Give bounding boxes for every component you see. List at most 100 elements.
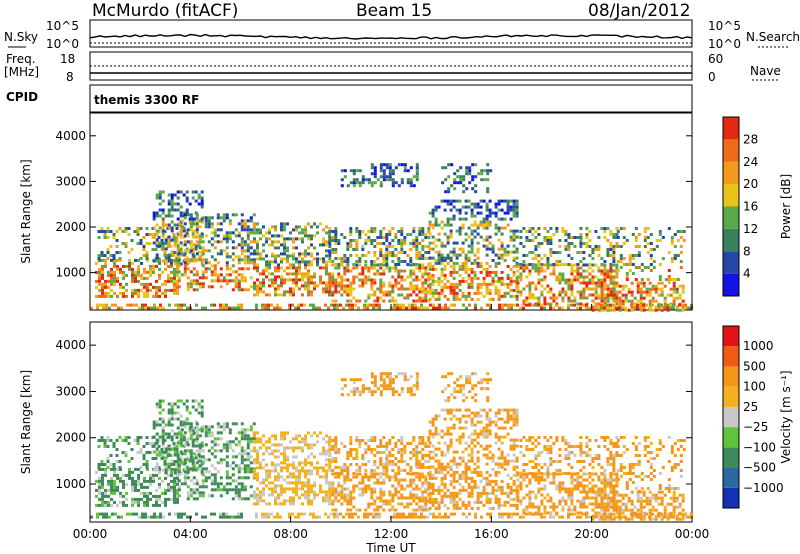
power-cell [491,279,495,283]
velocity-cell [431,420,435,424]
power-cell [322,290,325,294]
power-cell [573,303,576,307]
power-cell [375,306,378,310]
velocity-cell [319,452,322,456]
velocity-cell [271,481,274,485]
velocity-cell [385,499,389,503]
velocity-cell [237,431,241,435]
power-cell [503,217,507,221]
power-cell [313,257,316,261]
velocity-cell [328,436,332,439]
velocity-cell [213,488,217,492]
velocity-cell [491,467,495,471]
velocity-cell [482,503,486,507]
power-cell [461,223,465,227]
velocity-cell [310,484,313,488]
power-cell [325,254,328,258]
power-cell [246,261,250,265]
velocity-cell [155,453,159,457]
power-cell [421,272,425,276]
power-cell [427,278,431,282]
power-cell [534,248,538,251]
power-cell [102,303,105,307]
velocity-cell [298,434,301,438]
velocity-cell [161,438,165,442]
velocity-cell [334,445,338,448]
power-cell [446,261,450,265]
power-cell [573,278,577,282]
velocity-cell [446,426,450,430]
power-cell [292,228,295,232]
power-cell [397,163,401,167]
power-cell [678,296,682,300]
velocity-cell [222,458,226,462]
power-cell [222,306,225,310]
velocity-cell [500,491,504,495]
power-cell [405,306,408,310]
velocity-cell [283,431,286,435]
power-cell [663,299,667,303]
power-cell [606,251,610,254]
power-cell [506,282,510,286]
power-cell [424,290,428,294]
velocity-cell [116,485,119,489]
power-cell [546,260,550,263]
power-cell [630,281,634,285]
power-cell [97,230,101,233]
power-cell [667,251,671,254]
velocity-cell [500,479,504,483]
power-cell [564,263,568,266]
power-cell [234,306,237,310]
velocity-cell [240,467,244,471]
power-cell [119,282,122,286]
power-cell [103,233,107,236]
velocity-cell [225,455,229,459]
velocity-cell [183,467,187,471]
power-cell [537,245,541,248]
power-cell [101,285,104,289]
velocity-cell [256,455,259,459]
power-cell [259,254,262,258]
power-cell [385,239,389,242]
velocity-cell [274,478,277,482]
power-cell [558,281,562,285]
power-cell [355,245,359,248]
power-cell [101,258,104,262]
velocity-cell [488,497,492,501]
velocity-cell [455,470,459,474]
power-cell [603,308,607,312]
velocity-cell [310,463,313,467]
power-cell [243,261,247,265]
power-cell [231,246,235,250]
velocity-cell [379,463,383,466]
power-cell [201,282,205,286]
power-cell [240,273,244,277]
power-cell [152,294,155,298]
power-cell [346,248,350,251]
velocity-cell [331,457,335,460]
velocity-cell [164,488,167,492]
power-cell [259,257,262,261]
power-cell [406,296,410,300]
power-cell [619,227,623,230]
power-cell [567,281,571,285]
power-cell [280,243,283,247]
power-cell [361,278,365,282]
velocity-cell [394,493,398,497]
velocity-cell [164,468,168,472]
power-cell [219,267,223,271]
power-cell [173,208,177,212]
power-cell [346,266,350,270]
velocity-cell [191,426,195,430]
velocity-cell [101,473,104,477]
velocity-cell [415,508,419,512]
power-cell [415,248,419,251]
power-cell [324,303,327,307]
velocity-cell [262,452,265,456]
velocity-cell [394,445,398,448]
power-cell [549,287,553,291]
velocity-cell [295,434,298,438]
power-cell [125,282,128,286]
power-cell [243,276,247,280]
power-cell [346,260,350,263]
